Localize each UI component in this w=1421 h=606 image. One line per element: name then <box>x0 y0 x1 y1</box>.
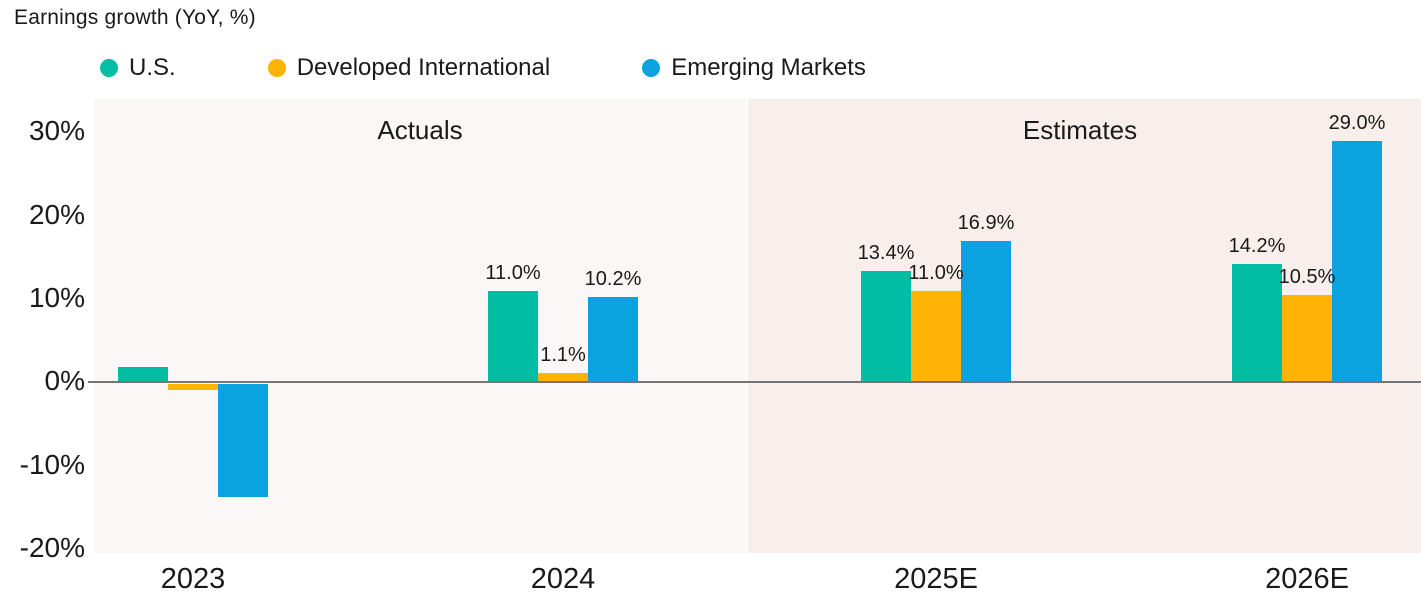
bar-value-label: 11.0% <box>485 261 541 284</box>
bar-2023-emerging-markets <box>218 384 268 497</box>
bar-value-label: 16.9% <box>957 212 1015 235</box>
x-tick-label-2023: 2023 <box>160 563 226 595</box>
chart-title: Earnings growth (YoY, %) <box>14 6 256 29</box>
bar-2024-developed-international <box>538 373 588 383</box>
bar-2025E-emerging-markets <box>961 241 1011 383</box>
bar-value-label: 29.0% <box>1328 111 1386 134</box>
bar-value-label: 10.2% <box>584 268 642 291</box>
legend-dot-icon <box>267 59 286 77</box>
bar-value-label: 11.0% <box>908 261 964 284</box>
x-tick-label-2025e: 2025E <box>894 563 978 595</box>
legend-label: Emerging Markets <box>671 54 866 81</box>
section-label-actuals: Actuals <box>377 115 463 145</box>
bar-value-label: 13.4% <box>857 241 915 264</box>
bar-value-label: 14.2% <box>1228 234 1286 257</box>
legend-item-emerging-markets: Emerging Markets <box>642 54 866 82</box>
legend-label: U.S. <box>129 54 176 81</box>
bar-2025E-developed-international <box>911 290 961 383</box>
bar-2024-emerging-markets <box>588 297 638 383</box>
section-actuals <box>94 99 746 553</box>
bar-2026E-u-s- <box>1232 263 1282 383</box>
legend-dot-icon <box>100 59 118 77</box>
section-label-estimates: Estimates <box>1022 115 1138 145</box>
plot-area: Actuals Estimates 11.0% 1.1% 10.2% 13.4% 11.0%… <box>94 99 1421 553</box>
y-tick-label: 10% <box>28 281 85 313</box>
legend-dot-icon <box>642 59 661 77</box>
legend-label: Developed International <box>296 54 551 81</box>
legend-item-developed-international: Developed International <box>267 54 551 82</box>
bar-2026E-developed-international <box>1282 294 1332 383</box>
bar-2025E-u-s- <box>861 270 911 383</box>
x-tick-label-2024: 2024 <box>530 563 596 595</box>
x-tick-label-2026e: 2026E <box>1265 563 1349 595</box>
bar-2023-developed-international <box>168 384 218 391</box>
bar-2026E-emerging-markets <box>1332 140 1382 383</box>
zero-baseline <box>88 381 1421 383</box>
y-tick-label: 0% <box>44 365 85 397</box>
legend-item-u-s-: U.S. <box>100 54 176 82</box>
y-tick-label: 30% <box>28 115 85 147</box>
bar-2023-u-s- <box>118 367 168 383</box>
y-tick-label: -20% <box>19 531 85 563</box>
y-tick-label: -10% <box>19 448 85 480</box>
bar-2024-u-s- <box>488 290 538 383</box>
legend: U.S. Developed International Emerging Mark… <box>100 53 866 83</box>
y-tick-label: 20% <box>28 198 85 230</box>
bar-value-label: 10.5% <box>1278 265 1336 288</box>
bar-value-label: 1.1% <box>540 344 586 367</box>
